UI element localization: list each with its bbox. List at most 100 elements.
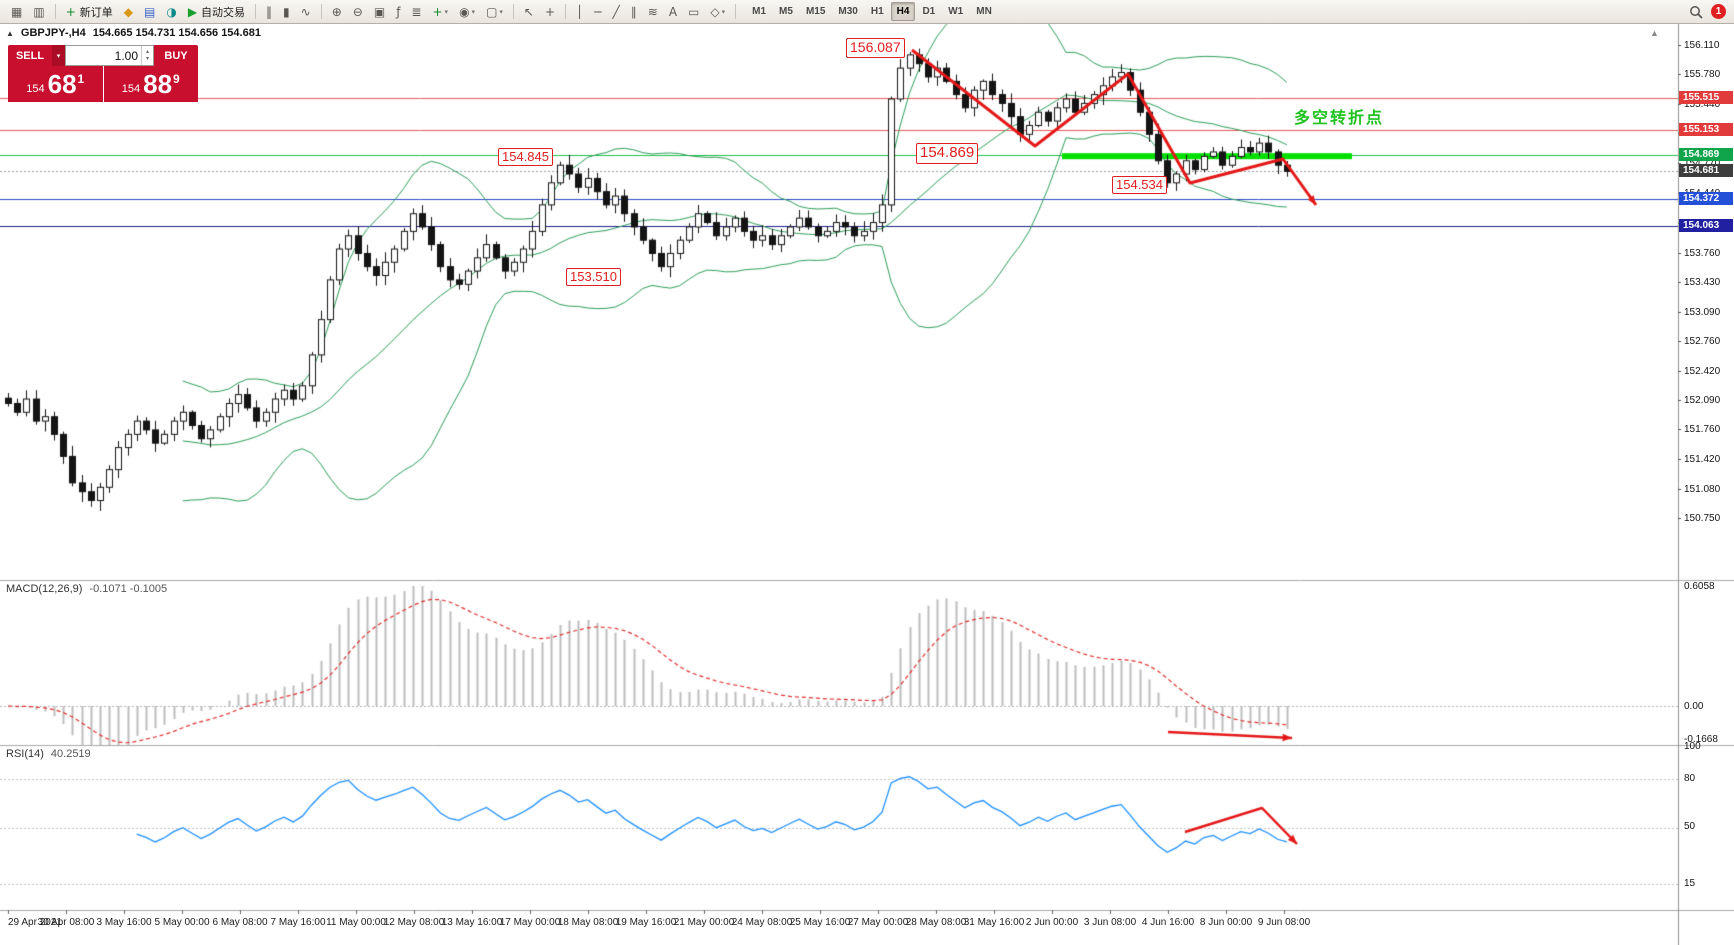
buy-price-quote[interactable]: 154 88 9 bbox=[103, 66, 198, 102]
navigator-icon-glyph: ◑ bbox=[166, 4, 177, 19]
price-annotation-label[interactable]: 156.087 bbox=[846, 38, 905, 58]
timeframe-button-d1[interactable]: D1 bbox=[922, 6, 936, 17]
time-axis-label: 31 May 16:00 bbox=[963, 917, 1025, 928]
time-axis-label: 5 May 00:00 bbox=[154, 917, 210, 928]
timeframe-button-mn[interactable]: MN bbox=[976, 6, 992, 17]
time-axis-label: 17 May 00:00 bbox=[499, 917, 561, 928]
timeframe-button-m30[interactable]: M30 bbox=[838, 6, 858, 17]
rsi-indicator-label: RSI(14) 40.2519 bbox=[6, 748, 91, 760]
stepper-up-icon[interactable]: ▴ bbox=[145, 48, 149, 55]
line-chart-icon-glyph: ∿ bbox=[300, 4, 311, 19]
time-axis-label: 24 May 08:00 bbox=[731, 917, 793, 928]
macd-scale-label: -0.1668 bbox=[1684, 734, 1718, 745]
dropdown-caret-icon: ▾ bbox=[471, 8, 476, 16]
text-icon[interactable]: A bbox=[664, 1, 682, 22]
timeframe-button-w1[interactable]: W1 bbox=[948, 6, 964, 17]
rsi-name: RSI(14) bbox=[6, 748, 44, 760]
marketwatch-icon[interactable]: ◆ bbox=[119, 1, 138, 22]
add-indicator-icon-glyph: + bbox=[432, 4, 443, 19]
periods-icon[interactable]: ◉ ▾ bbox=[454, 1, 480, 22]
navigator-icon[interactable]: ◑ bbox=[161, 1, 181, 22]
auto-scroll-icon[interactable]: ▲ bbox=[1650, 28, 1659, 38]
cursor-icon[interactable]: ↖ bbox=[519, 1, 539, 22]
tile-windows-icon[interactable]: ▣ bbox=[369, 1, 390, 22]
crosshair-icon[interactable]: + bbox=[540, 1, 560, 22]
timeframe-button-h4[interactable]: H4 bbox=[890, 2, 916, 21]
indicators-icon[interactable]: ƒ bbox=[391, 1, 405, 22]
new-order-button-glyph: + bbox=[65, 4, 76, 19]
tile-windows-icon-glyph: ▣ bbox=[373, 4, 386, 19]
templates-icon[interactable]: ▢ ▾ bbox=[481, 1, 508, 22]
time-axis-label: 21 May 00:00 bbox=[673, 917, 735, 928]
price-tick-label: 150.750 bbox=[1684, 513, 1721, 525]
add-indicator-icon[interactable]: + ▾ bbox=[427, 1, 453, 22]
turning-point-note[interactable]: 多空转折点 bbox=[1294, 110, 1385, 127]
timeframe-button-h1[interactable]: H1 bbox=[870, 6, 884, 17]
vertical-line-icon-glyph: │ bbox=[576, 4, 584, 19]
sell-price-quote[interactable]: 154 68 1 bbox=[8, 66, 103, 102]
line-chart-icon[interactable]: ∿ bbox=[296, 1, 316, 22]
toolbar-separator bbox=[735, 4, 737, 19]
trendline-icon[interactable]: ╱ bbox=[608, 1, 625, 22]
macd-name: MACD(12,26,9) bbox=[6, 583, 83, 595]
notification-badge[interactable]: 1 bbox=[1711, 4, 1726, 19]
autotrading-button-glyph: ▶ bbox=[187, 4, 198, 19]
rsi-value: 40.2519 bbox=[50, 748, 91, 760]
volume-stepper[interactable]: ▴ ▾ bbox=[141, 46, 153, 65]
zoom-out-icon[interactable]: ⊖ bbox=[348, 1, 368, 22]
one-click-trading-panel: SELL ▾ 1.00 ▴ ▾ BUY 154 68 1 154 88 9 bbox=[8, 45, 198, 102]
bar-chart-icon[interactable]: ‖ bbox=[261, 1, 277, 22]
time-axis-label: 19 May 16:00 bbox=[615, 917, 677, 928]
vertical-line-icon[interactable]: │ bbox=[571, 1, 588, 22]
time-axis-label: 27 May 00:00 bbox=[847, 917, 909, 928]
chart-overlays: ▲ GBPJPY-,H4 154.665 154.731 154.656 154… bbox=[0, 24, 1734, 945]
label-icon[interactable]: ▭ bbox=[683, 1, 704, 22]
volume-field[interactable]: 1.00 ▴ ▾ bbox=[65, 45, 154, 66]
price-annotation-label[interactable]: 153.510 bbox=[566, 268, 621, 287]
symbol-timeframe: GBPJPY-,H4 bbox=[20, 27, 86, 39]
volume-value[interactable]: 1.00 bbox=[114, 48, 138, 63]
fibonacci-icon-glyph: ≋ bbox=[647, 4, 658, 19]
shapes-icon[interactable]: ◇ ▾ bbox=[705, 1, 730, 22]
zoom-in-icon[interactable]: ⊕ bbox=[327, 1, 347, 22]
label-icon-glyph: ▭ bbox=[688, 4, 700, 19]
chart-canvas[interactable] bbox=[0, 24, 1734, 945]
sell-dropdown-caret-icon[interactable]: ▾ bbox=[52, 45, 65, 66]
fibonacci-icon[interactable]: ≋ bbox=[643, 1, 663, 22]
macd-scale-label: 0.6058 bbox=[1684, 581, 1715, 592]
time-axis-label: 13 May 16:00 bbox=[441, 917, 503, 928]
time-axis-label: 6 May 08:00 bbox=[212, 917, 268, 928]
channel-icon-glyph: ∥ bbox=[630, 4, 637, 19]
price-tick-label: 151.420 bbox=[1684, 454, 1721, 466]
timeframe-button-m5[interactable]: M5 bbox=[779, 6, 793, 17]
new-order-button[interactable]: + 新订单 bbox=[61, 1, 118, 22]
candlestick-chart-icon[interactable]: ▮ bbox=[278, 1, 295, 22]
time-axis-label: 3 May 16:00 bbox=[96, 917, 152, 928]
timeframe-button-m1[interactable]: M1 bbox=[752, 6, 767, 17]
price-annotation-label[interactable]: 154.534 bbox=[1112, 176, 1167, 195]
candlestick-chart-icon-glyph: ▮ bbox=[283, 4, 290, 19]
shapes-icon-glyph: ◇ bbox=[710, 4, 720, 19]
search-icon[interactable] bbox=[1689, 5, 1703, 19]
new-chart-icon[interactable]: ▦ bbox=[6, 1, 27, 22]
price-tick-label: 153.430 bbox=[1684, 276, 1721, 288]
data-window-icon[interactable]: ▤ bbox=[139, 1, 160, 22]
toolbar: ▦ ▥ + 新订单 ◆ ▤ ◑ ▶ 自动交易 ‖ ▮ ∿ ⊕ ⊖ ▣ ƒ ≣ + ▾ ◉ ▾ ▢ ▾ ↖ + │ ─ ╱ ∥ ≋ A ▭ ◇ ▾ … bbox=[0, 0, 1734, 24]
price-annotation-label[interactable]: 154.869 bbox=[916, 143, 979, 164]
autotrading-button[interactable]: ▶ 自动交易 bbox=[183, 1, 250, 22]
price-tick-label: 151.080 bbox=[1684, 484, 1721, 496]
buy-price-big: 88 bbox=[143, 69, 173, 99]
dropdown-caret-icon: ▾ bbox=[444, 8, 449, 16]
time-axis-label: 3 Jun 08:00 bbox=[1083, 917, 1137, 928]
sell-button[interactable]: SELL bbox=[8, 45, 52, 66]
channel-icon[interactable]: ∥ bbox=[626, 1, 642, 22]
profiles-icon[interactable]: ▥ bbox=[28, 1, 49, 22]
objects-list-icon[interactable]: ≣ bbox=[406, 1, 426, 22]
price-annotation-label[interactable]: 154.845 bbox=[498, 148, 553, 167]
price-tick-label: 152.420 bbox=[1684, 365, 1721, 377]
buy-button[interactable]: BUY bbox=[154, 45, 198, 66]
stepper-down-icon[interactable]: ▾ bbox=[145, 55, 149, 62]
rsi-scale-label: 50 bbox=[1684, 821, 1696, 832]
timeframe-button-m15[interactable]: M15 bbox=[805, 6, 826, 17]
horizontal-line-icon[interactable]: ─ bbox=[589, 1, 606, 22]
